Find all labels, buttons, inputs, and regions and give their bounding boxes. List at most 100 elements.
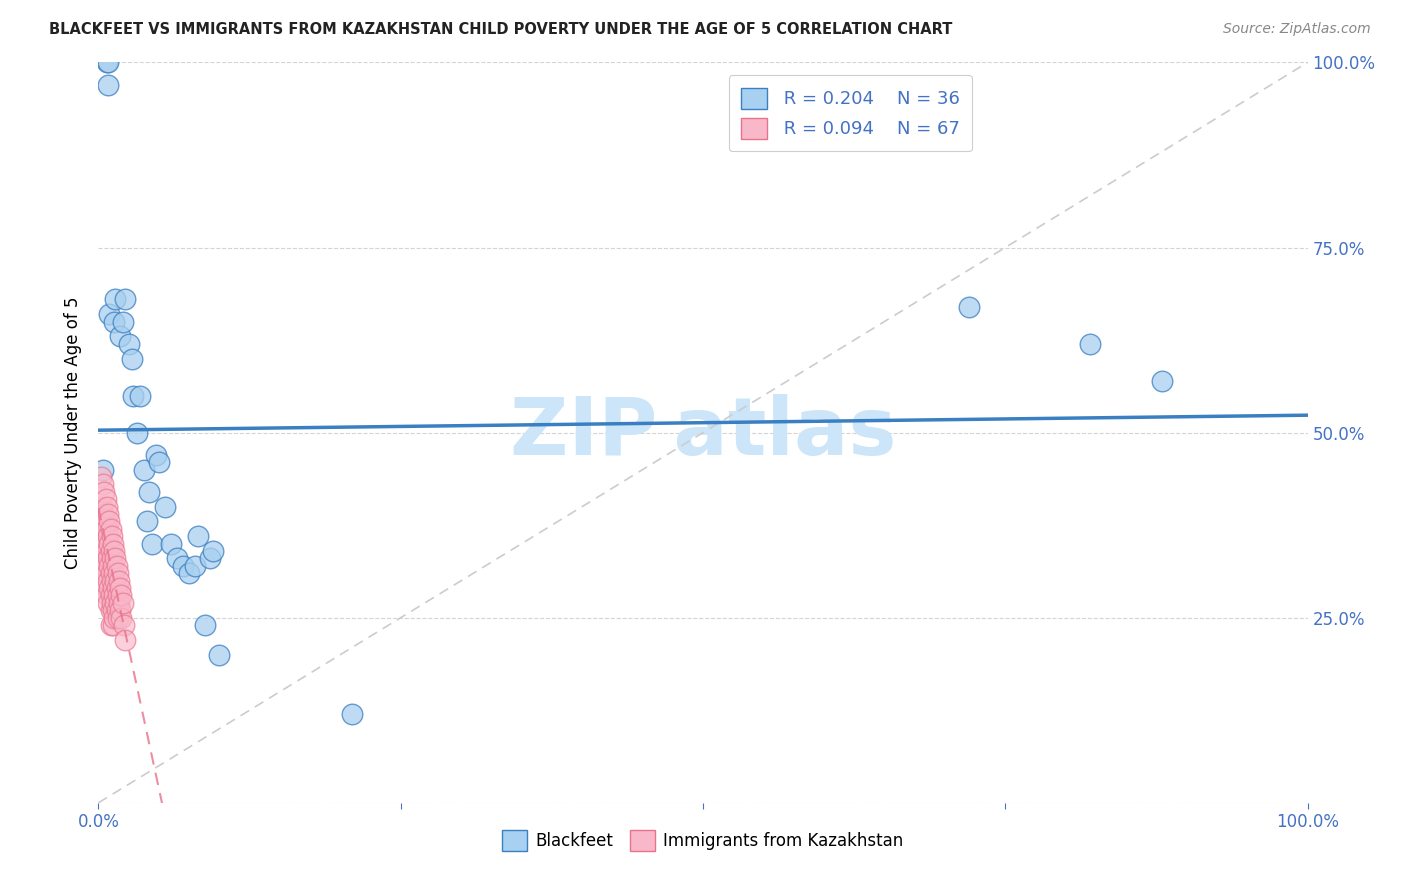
Point [1152, 374, 1174, 388]
Point [107, 566, 129, 581]
Point [103, 610, 125, 624]
Point [98, 581, 121, 595]
Point [101, 618, 124, 632]
Point [93, 558, 115, 573]
Point [100, 603, 122, 617]
Point [108, 574, 131, 588]
Point [111, 596, 134, 610]
Point [198, 551, 221, 566]
Text: ZIP atlas: ZIP atlas [510, 393, 896, 472]
Point [107, 589, 129, 603]
Point [104, 551, 127, 566]
Point [93, 536, 115, 550]
Text: Source: ZipAtlas.com: Source: ZipAtlas.com [1223, 22, 1371, 37]
Point [91, 462, 114, 476]
Point [93, 484, 115, 499]
Point [101, 558, 124, 573]
Point [100, 522, 122, 536]
Point [94, 558, 117, 573]
Point [179, 566, 201, 581]
Point [98, 536, 121, 550]
Point [166, 551, 188, 566]
Point [134, 462, 156, 476]
Point [103, 314, 125, 328]
Point [94, 536, 117, 550]
Point [111, 314, 134, 328]
Point [105, 603, 128, 617]
Point [184, 558, 207, 573]
Point [103, 566, 125, 581]
Point [100, 589, 122, 603]
Point [108, 596, 131, 610]
Point [90, 470, 112, 484]
Point [141, 536, 163, 550]
Point [172, 558, 194, 573]
Point [96, 566, 118, 581]
Point [103, 544, 125, 558]
Point [97, 574, 120, 588]
Point [96, 55, 118, 70]
Legend: Blackfeet, Immigrants from Kazakhstan: Blackfeet, Immigrants from Kazakhstan [495, 823, 911, 857]
Point [96, 500, 118, 514]
Point [96, 589, 118, 603]
Point [957, 300, 980, 314]
Point [118, 336, 141, 351]
Point [103, 589, 125, 603]
Point [145, 448, 167, 462]
Point [122, 388, 145, 402]
Point [107, 610, 129, 624]
Point [208, 648, 231, 662]
Point [93, 515, 115, 529]
Point [94, 581, 117, 595]
Point [96, 522, 118, 536]
Point [98, 515, 121, 529]
Point [96, 544, 118, 558]
Point [91, 507, 114, 521]
Point [100, 544, 122, 558]
Point [101, 581, 124, 595]
Point [94, 492, 117, 507]
Point [97, 507, 120, 521]
Point [187, 529, 209, 543]
Point [91, 477, 114, 491]
Point [128, 388, 150, 402]
Point [105, 581, 128, 595]
Point [97, 551, 120, 566]
Point [202, 544, 225, 558]
Y-axis label: Child Poverty Under the Age of 5: Child Poverty Under the Age of 5 [65, 296, 83, 569]
Point [104, 574, 127, 588]
Point [1078, 336, 1101, 351]
Point [97, 55, 120, 70]
Point [108, 581, 131, 595]
Point [97, 529, 120, 543]
Point [100, 618, 122, 632]
Point [138, 484, 160, 499]
Point [97, 78, 120, 92]
Point [100, 566, 122, 581]
Point [110, 589, 132, 603]
Point [108, 329, 131, 343]
Point [104, 293, 127, 307]
Point [101, 536, 124, 550]
Point [114, 632, 136, 647]
Point [98, 558, 121, 573]
Point [100, 551, 122, 566]
Point [97, 596, 120, 610]
Point [104, 596, 127, 610]
Point [105, 558, 128, 573]
Point [135, 515, 157, 529]
Point [101, 603, 124, 617]
Point [108, 603, 131, 617]
Point [127, 425, 149, 440]
Point [121, 351, 143, 366]
Point [160, 536, 183, 550]
Point [114, 293, 136, 307]
Point [110, 610, 132, 624]
Point [94, 515, 117, 529]
Point [91, 500, 114, 514]
Point [112, 618, 135, 632]
Point [342, 706, 364, 721]
Point [100, 596, 122, 610]
Point [98, 307, 121, 321]
Point [91, 529, 114, 543]
